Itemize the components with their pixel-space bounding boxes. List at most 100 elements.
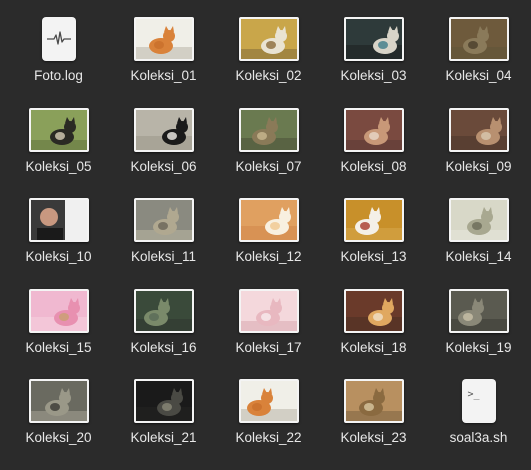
file-item[interactable]: Koleksi_11 — [111, 195, 216, 286]
file-item[interactable]: Koleksi_07 — [216, 105, 321, 196]
file-icon-wrap — [448, 105, 509, 155]
file-name-label: Koleksi_12 — [235, 249, 302, 264]
cat-photo-thumbnail — [133, 379, 194, 423]
cat-photo-thumbnail — [238, 288, 299, 333]
file-name-label: Koleksi_19 — [445, 339, 512, 355]
file-item[interactable]: Koleksi_21 — [111, 376, 216, 467]
file-name-label: Koleksi_08 — [340, 158, 407, 174]
file-item[interactable]: Koleksi_03 — [321, 14, 426, 105]
file-name-label: Koleksi_16 — [130, 339, 197, 355]
file-name-label: Foto.log — [34, 68, 83, 83]
cat-photo-thumbnail — [448, 288, 509, 333]
file-item[interactable]: Koleksi_01 — [111, 14, 216, 105]
file-name-label: Koleksi_03 — [340, 68, 407, 83]
file-item[interactable]: Koleksi_16 — [111, 286, 216, 377]
file-item[interactable]: Koleksi_22 — [216, 376, 321, 467]
cat-photo-thumbnail — [343, 198, 404, 242]
person-photo-thumbnail — [28, 198, 89, 242]
file-name-label: Koleksi_01 — [130, 68, 197, 83]
file-icon-wrap — [238, 14, 299, 64]
file-icon-wrap — [343, 14, 404, 64]
cat-photo-thumbnail — [343, 17, 404, 61]
cat-photo-thumbnail — [448, 198, 509, 242]
file-name-label: Koleksi_06 — [130, 158, 197, 174]
file-item[interactable]: Koleksi_02 — [216, 14, 321, 105]
file-name-label: Koleksi_05 — [25, 158, 92, 174]
file-name-label: Koleksi_13 — [340, 249, 407, 264]
file-item[interactable]: Koleksi_14 — [426, 195, 531, 286]
file-icon-wrap — [238, 286, 299, 336]
file-icon-wrap — [343, 376, 404, 426]
file-icon-wrap — [238, 376, 299, 426]
cat-photo-thumbnail — [28, 288, 89, 333]
file-icon-wrap — [28, 286, 89, 336]
file-name-label: Koleksi_07 — [235, 158, 302, 174]
file-icon-wrap — [448, 286, 509, 336]
shell-script-icon: >_ — [461, 379, 496, 423]
file-item[interactable]: Koleksi_13 — [321, 195, 426, 286]
file-item[interactable]: Koleksi_15 — [6, 286, 111, 377]
file-icon-wrap — [448, 195, 509, 245]
file-item[interactable]: Koleksi_20 — [6, 376, 111, 467]
file-name-label: Koleksi_17 — [235, 339, 302, 355]
file-icon-wrap — [28, 195, 89, 245]
file-name-label: Koleksi_15 — [25, 339, 92, 355]
cat-photo-thumbnail — [133, 107, 194, 152]
file-item[interactable]: Koleksi_10 — [6, 195, 111, 286]
file-item[interactable]: Koleksi_09 — [426, 105, 531, 196]
file-icon-wrap — [343, 195, 404, 245]
file-item[interactable]: Koleksi_04 — [426, 14, 531, 105]
cat-photo-thumbnail — [238, 17, 299, 61]
cat-photo-thumbnail — [343, 107, 404, 152]
file-icon-wrap — [133, 14, 194, 64]
file-icon-wrap — [448, 14, 509, 64]
file-icon-wrap — [343, 105, 404, 155]
file-item[interactable]: Koleksi_12 — [216, 195, 321, 286]
cat-photo-thumbnail — [28, 107, 89, 152]
file-icon-wrap — [28, 376, 89, 426]
file-item[interactable]: Koleksi_08 — [321, 105, 426, 196]
cat-photo-thumbnail — [238, 379, 299, 423]
file-item[interactable]: Koleksi_06 — [111, 105, 216, 196]
file-icon-wrap — [238, 105, 299, 155]
cat-photo-thumbnail — [133, 17, 194, 61]
file-item[interactable]: Koleksi_05 — [6, 105, 111, 196]
file-item[interactable]: >_ soal3a.sh — [426, 376, 531, 467]
cat-photo-thumbnail — [238, 198, 299, 242]
terminal-prompt-glyph: >_ — [467, 389, 480, 400]
cat-photo-thumbnail — [343, 379, 404, 423]
file-name-label: Koleksi_02 — [235, 68, 302, 83]
file-name-label: Koleksi_18 — [340, 339, 407, 355]
cat-photo-thumbnail — [28, 379, 89, 423]
file-icon-wrap — [41, 14, 76, 64]
file-item[interactable]: Koleksi_17 — [216, 286, 321, 377]
file-name-label: Koleksi_04 — [445, 68, 512, 83]
file-name-label: Koleksi_14 — [445, 249, 512, 264]
file-grid: Foto.log Koleksi_01 Koleksi_02 Koleksi_03 Ko… — [6, 14, 531, 470]
cat-photo-thumbnail — [133, 198, 194, 242]
file-name-label: Koleksi_10 — [25, 249, 92, 264]
file-icon-wrap — [28, 105, 89, 155]
file-item[interactable]: Koleksi_19 — [426, 286, 531, 377]
file-name-label: Koleksi_09 — [445, 158, 512, 174]
cat-photo-thumbnail — [238, 107, 299, 152]
cat-photo-thumbnail — [448, 107, 509, 152]
file-icon-wrap — [133, 376, 194, 426]
file-name-label: Koleksi_23 — [340, 430, 407, 445]
file-item[interactable]: Foto.log — [6, 14, 111, 105]
file-icon-wrap — [133, 195, 194, 245]
file-icon-wrap — [133, 286, 194, 336]
file-name-label: Koleksi_11 — [130, 249, 197, 264]
file-icon-wrap — [133, 105, 194, 155]
file-name-label: Koleksi_20 — [25, 430, 92, 445]
file-item[interactable]: Koleksi_18 — [321, 286, 426, 377]
file-icon-wrap — [238, 195, 299, 245]
file-item[interactable]: Koleksi_23 — [321, 376, 426, 467]
log-file-icon — [41, 17, 76, 61]
cat-photo-thumbnail — [448, 17, 509, 61]
cat-photo-thumbnail — [133, 288, 194, 333]
file-name-label: soal3a.sh — [449, 430, 508, 445]
file-name-label: Koleksi_22 — [235, 430, 302, 445]
file-icon-wrap: >_ — [461, 376, 496, 426]
file-name-label: Koleksi_21 — [130, 430, 197, 445]
